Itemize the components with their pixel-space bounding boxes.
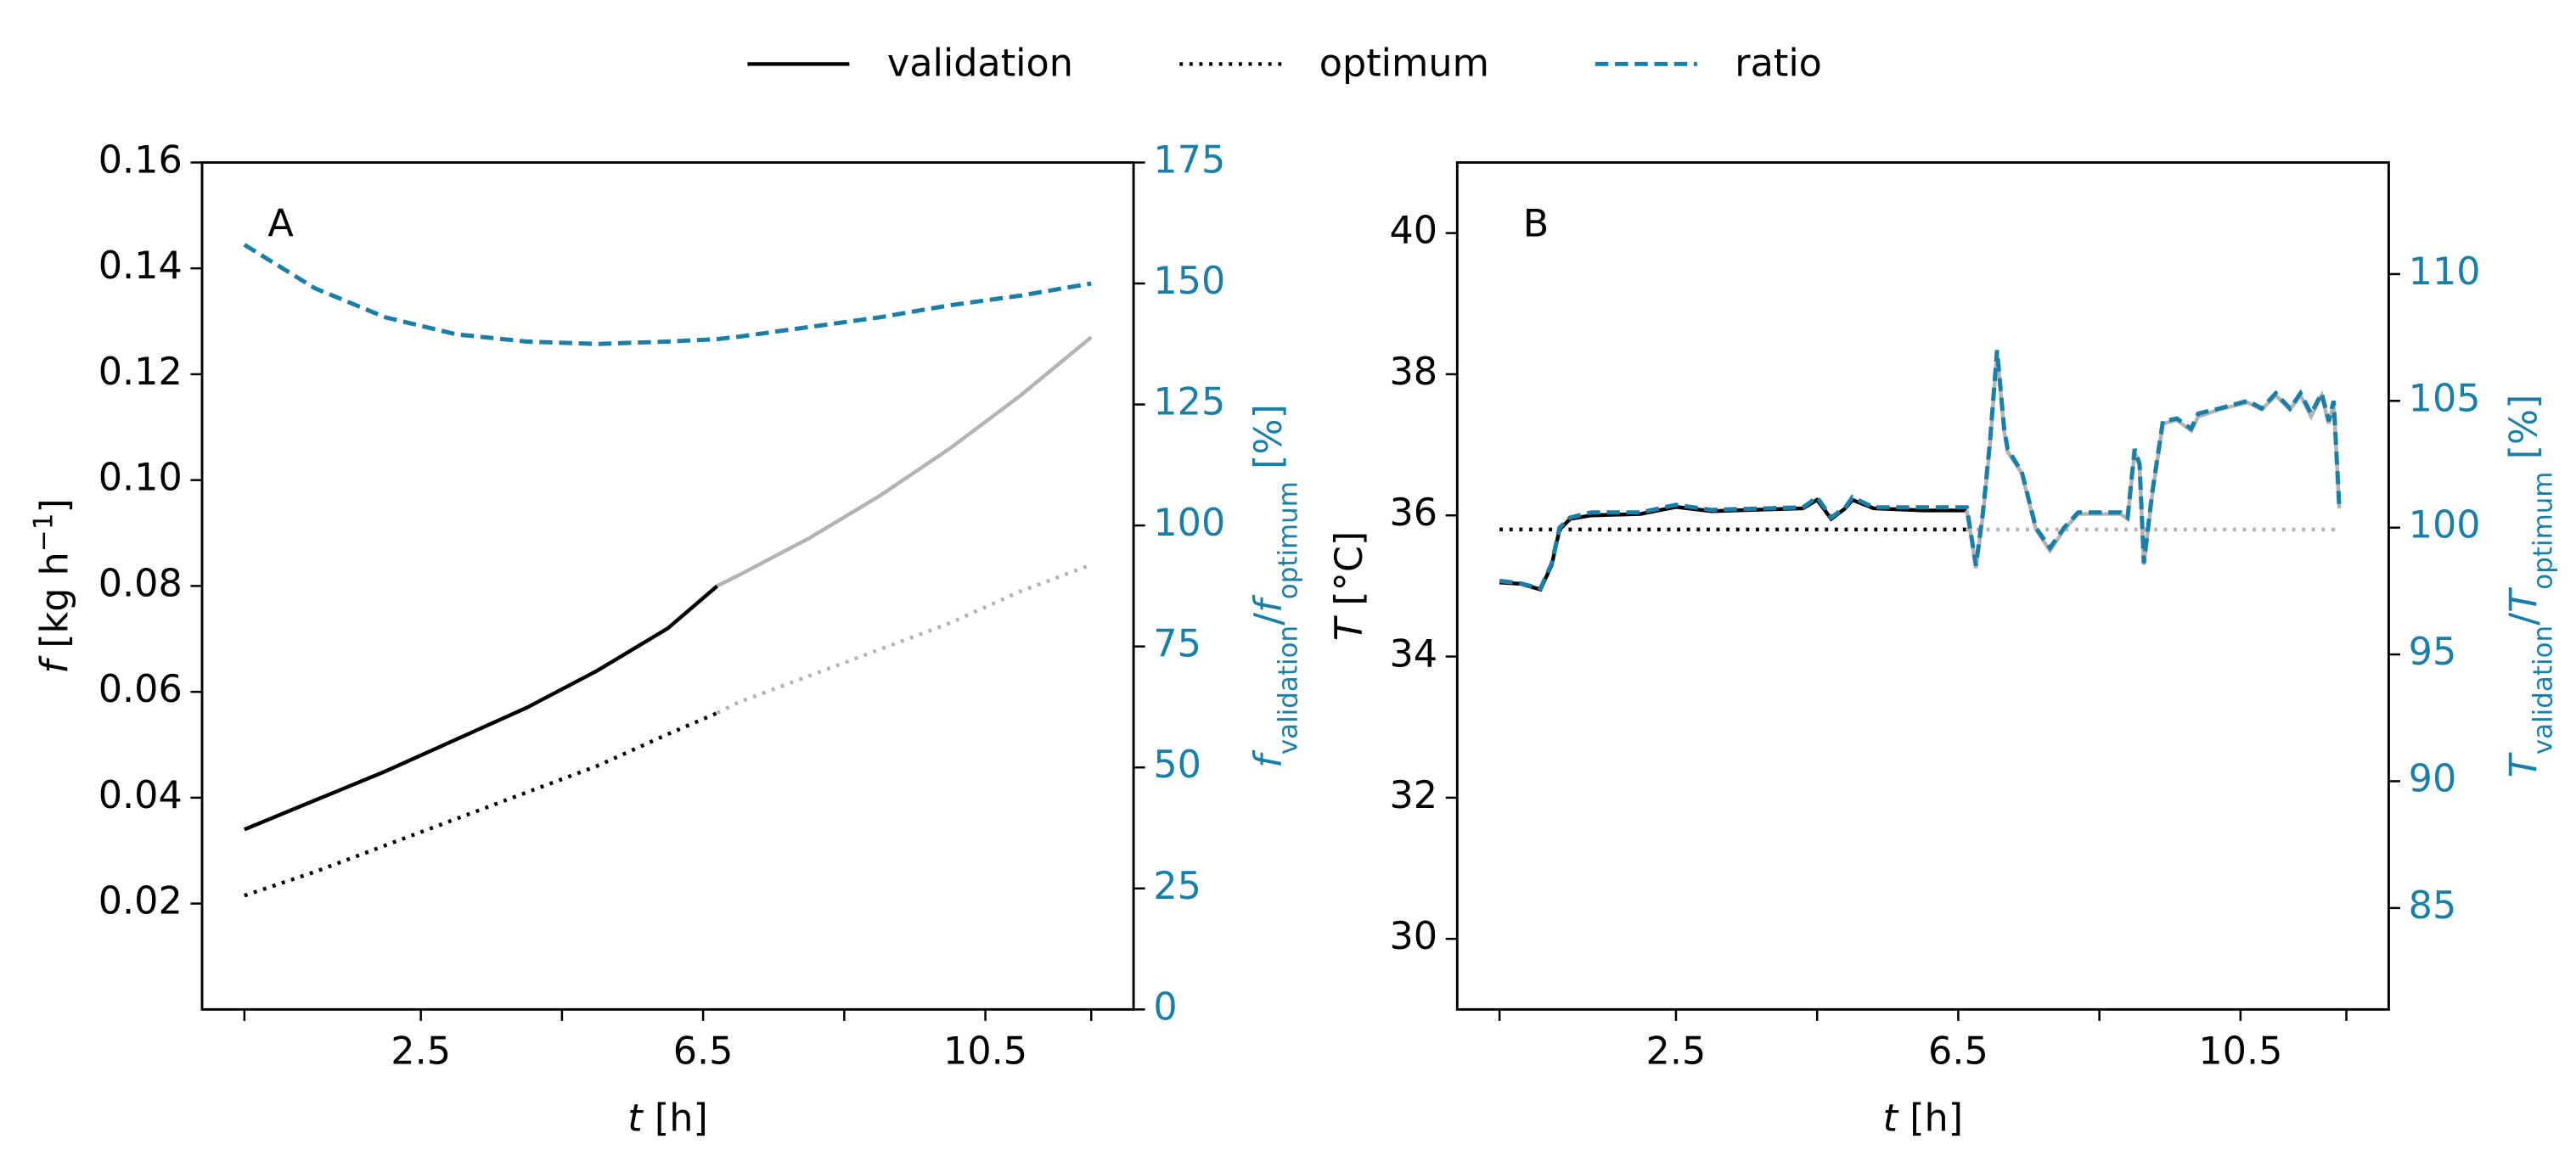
y-axis-label-part: [kg h: [33, 552, 76, 660]
y2-axis-label: fvalidation/foptimum [%]: [1247, 404, 1303, 768]
y-tick-label: 0.08: [98, 562, 183, 605]
y-tick-label: 0.14: [98, 244, 183, 288]
y2-tick-label: 75: [1153, 623, 1201, 666]
y2-tick-label: 110: [2409, 250, 2481, 294]
y2-tick-label: 0: [1153, 985, 1177, 1029]
y2-axis-label: Tvalidation/Toptimum [%]: [2503, 394, 2559, 777]
y-axis-label-part: f: [33, 655, 76, 674]
y-tick-label: 0.06: [98, 668, 183, 711]
y2-axis-label-part: validation: [1273, 626, 1303, 755]
y2-axis-label-part: optimum: [2528, 472, 2559, 590]
y2-tick-label: 85: [2409, 884, 2457, 928]
y-tick-label: 38: [1389, 351, 1437, 394]
plot-frame: [200, 161, 1135, 1011]
y-tick-label: 0.02: [98, 880, 183, 923]
y2-tick-label: 105: [2409, 377, 2481, 420]
y2-tick-label: 175: [1153, 138, 1225, 182]
x-tick-label: 2.5: [1646, 1030, 1707, 1074]
y2-tick-label: 100: [1153, 502, 1225, 545]
x-tick-label: 10.5: [2198, 1030, 2282, 1074]
panel-label: A: [267, 202, 294, 245]
data-line: [716, 335, 1093, 588]
data-line: [243, 243, 1092, 346]
y-tick-label: 0.16: [98, 138, 183, 182]
y2-axis-label-part: /: [2503, 613, 2546, 626]
data-line: [244, 584, 719, 832]
y-tick-label: 32: [1389, 774, 1437, 817]
legend-label: ratio: [1735, 42, 1822, 85]
y-tick-label: 34: [1389, 633, 1437, 676]
data-line: [1499, 497, 1967, 592]
y-axis-label-part: −1: [28, 513, 59, 553]
x-tick-label: 6.5: [673, 1030, 734, 1074]
y-tick-label: 0.10: [98, 457, 183, 500]
y2-tick-label: 95: [2409, 631, 2457, 674]
y-axis-label-part: [°C]: [1328, 531, 1371, 618]
x-axis-label-part: t: [1883, 1097, 1899, 1140]
data-line: [1965, 352, 2342, 569]
y-tick-label: 36: [1389, 491, 1437, 535]
y2-tick-label: 150: [1153, 260, 1225, 303]
legend-label: validation: [887, 42, 1073, 85]
y-axis-label-part: ]: [33, 498, 76, 513]
x-axis-label-part: t: [627, 1097, 644, 1140]
y2-axis-label-part: optimum: [1273, 481, 1303, 599]
legend-label: optimum: [1319, 42, 1489, 85]
y2-tick-label: 90: [2409, 757, 2457, 800]
x-tick-label: 6.5: [1928, 1030, 1988, 1074]
y2-axis-label-part: /: [1247, 613, 1291, 626]
y2-axis-label-part: T: [2503, 586, 2546, 613]
y2-tick-label: 25: [1153, 865, 1201, 908]
x-tick-label: 2.5: [391, 1030, 451, 1074]
y2-tick-label: 125: [1153, 381, 1225, 424]
y-tick-label: 40: [1389, 210, 1437, 253]
panel-label: B: [1523, 202, 1550, 245]
y-tick-label: 0.04: [98, 774, 183, 817]
data-line: [1499, 350, 2342, 592]
x-axis-label-part: [h]: [1898, 1097, 1963, 1140]
x-axis-label: t [h]: [627, 1097, 708, 1140]
y-tick-label: 30: [1389, 915, 1437, 958]
y2-axis-label-part: validation: [2528, 626, 2559, 755]
y2-tick-label: 100: [2409, 504, 2481, 547]
y2-axis-label-part: T: [2503, 751, 2546, 777]
y2-tick-label: 50: [1153, 743, 1201, 787]
y2-axis-label-part: f: [1247, 594, 1291, 613]
data-line: [716, 563, 1093, 715]
y2-axis-label-part: f: [1247, 749, 1291, 768]
x-axis-label-part: [h]: [643, 1097, 708, 1140]
y-axis-label: f [kg h−1]: [28, 498, 76, 673]
plot-frame: [1455, 161, 2390, 1011]
y2-axis-label-part: [%]: [2503, 394, 2546, 471]
x-axis-label: t [h]: [1883, 1097, 1964, 1140]
y-axis-label: T [°C]: [1328, 531, 1371, 641]
y2-axis-label-part: [%]: [1247, 404, 1291, 481]
x-tick-label: 10.5: [943, 1030, 1027, 1074]
y-tick-label: 0.12: [98, 351, 183, 394]
data-line: [244, 711, 718, 898]
y-axis-label-part: T: [1328, 614, 1371, 641]
